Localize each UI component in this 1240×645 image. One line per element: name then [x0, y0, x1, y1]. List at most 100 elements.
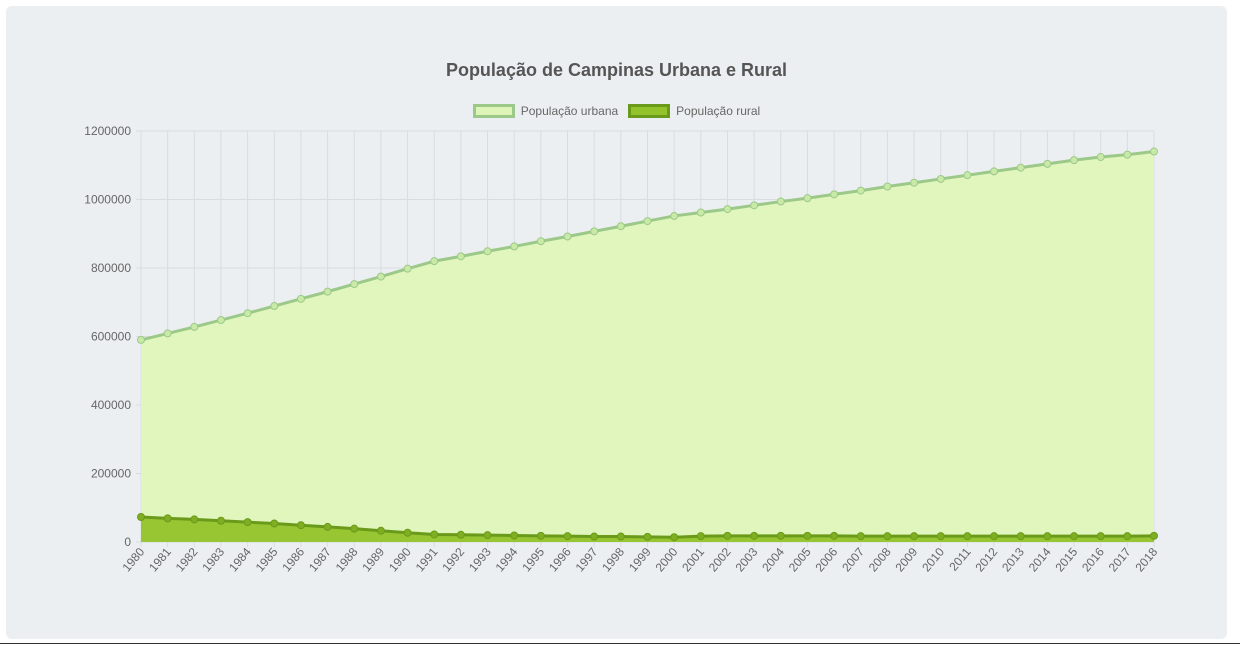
series-points-0 [137, 147, 1158, 344]
data-point [990, 532, 999, 541]
data-point [270, 302, 279, 311]
y-tick-label: 1200000 [84, 124, 131, 138]
data-point [456, 530, 465, 539]
series-points-1 [137, 512, 1158, 542]
data-point [1123, 150, 1132, 159]
x-tick-label: 2002 [706, 545, 734, 575]
data-point [750, 531, 759, 540]
data-point [190, 515, 199, 524]
data-point [643, 532, 652, 541]
data-point [723, 205, 732, 214]
data-point [323, 522, 332, 531]
x-tick-label: 1983 [199, 545, 227, 575]
x-tick-label: 1984 [226, 545, 254, 575]
x-tick-label: 2009 [892, 545, 920, 575]
x-tick-label: 2003 [733, 545, 761, 575]
x-tick-label: 2008 [866, 545, 894, 575]
data-point [350, 280, 359, 289]
y-tick-label: 800000 [91, 261, 131, 275]
series-area-0 [141, 151, 1154, 543]
x-tick-label: 2004 [759, 545, 787, 575]
data-point [1096, 532, 1105, 541]
x-tick-label: 1987 [306, 545, 334, 575]
y-tick-label: 1000000 [84, 193, 131, 207]
page-bottom-border [0, 643, 1240, 644]
x-tick-label: 2018 [1132, 545, 1160, 575]
data-point [856, 532, 865, 541]
data-point [430, 257, 439, 266]
data-point [1096, 153, 1105, 162]
data-point [830, 531, 839, 540]
data-point [483, 247, 492, 256]
data-point [670, 211, 679, 220]
data-point [750, 201, 759, 210]
data-point [1150, 147, 1158, 156]
data-point [776, 197, 785, 206]
x-tick-label: 1982 [173, 545, 201, 575]
x-tick-label: 1989 [359, 545, 387, 575]
data-point [856, 186, 865, 195]
x-tick-label: 1985 [253, 545, 281, 575]
data-point [1016, 532, 1025, 541]
x-tick-label: 1990 [386, 545, 414, 575]
data-point [270, 519, 279, 528]
legend-item-urban[interactable]: População urbana [472, 104, 619, 118]
x-tick-label: 1992 [439, 545, 467, 575]
x-tick-label: 2000 [653, 545, 681, 575]
data-point [323, 287, 332, 296]
y-tick-label: 600000 [91, 330, 131, 344]
x-tick-label: 2014 [1026, 545, 1054, 575]
x-tick-label: 2005 [786, 545, 814, 575]
x-tick-label: 2007 [839, 545, 867, 575]
x-tick-label: 2001 [679, 545, 707, 575]
data-point [990, 167, 999, 176]
x-tick-label: 1994 [493, 545, 521, 575]
data-point [696, 532, 705, 541]
data-point [963, 171, 972, 180]
data-point [190, 322, 199, 331]
x-tick-label: 1997 [573, 545, 601, 575]
legend-label-rural: População rural [676, 104, 761, 118]
y-tick-label: 400000 [91, 398, 131, 412]
data-point [910, 178, 919, 187]
data-point [616, 532, 625, 541]
x-tick-label: 2006 [813, 545, 841, 575]
data-point [1043, 159, 1052, 168]
data-point [936, 174, 945, 183]
x-tick-label: 1999 [626, 545, 654, 575]
data-point [510, 242, 519, 251]
legend-item-rural[interactable]: População rural [628, 104, 760, 118]
x-tick-label: 2013 [999, 545, 1027, 575]
legend-swatch-rural [628, 104, 671, 118]
x-tick-label: 1981 [146, 545, 174, 575]
data-point [803, 194, 812, 203]
data-point [376, 272, 385, 281]
data-point [963, 532, 972, 541]
data-point [137, 335, 145, 344]
data-point [1150, 531, 1158, 540]
data-point [616, 222, 625, 231]
x-tick-label: 1993 [466, 545, 494, 575]
series-area-1 [141, 516, 1154, 542]
data-point [216, 516, 225, 525]
legend-label-urban: População urbana [520, 104, 619, 118]
y-tick-label: 0 [124, 535, 131, 549]
data-point [163, 514, 172, 523]
x-tick-label: 1988 [333, 545, 361, 575]
data-point [936, 532, 945, 541]
x-tick-label: 2012 [972, 545, 1000, 575]
data-point [536, 237, 545, 246]
x-tick-label: 1996 [546, 545, 574, 575]
data-point [563, 232, 572, 241]
chart-legend: População urbana População rural [6, 104, 1227, 118]
data-point [430, 530, 439, 539]
x-tick-label: 2016 [1079, 545, 1107, 575]
data-point [883, 182, 892, 191]
data-point [403, 528, 412, 537]
data-point [590, 227, 599, 236]
data-point [1070, 156, 1079, 165]
x-tick-label: 2010 [919, 545, 947, 575]
x-tick-label: 2015 [1052, 545, 1080, 575]
data-point [536, 531, 545, 540]
